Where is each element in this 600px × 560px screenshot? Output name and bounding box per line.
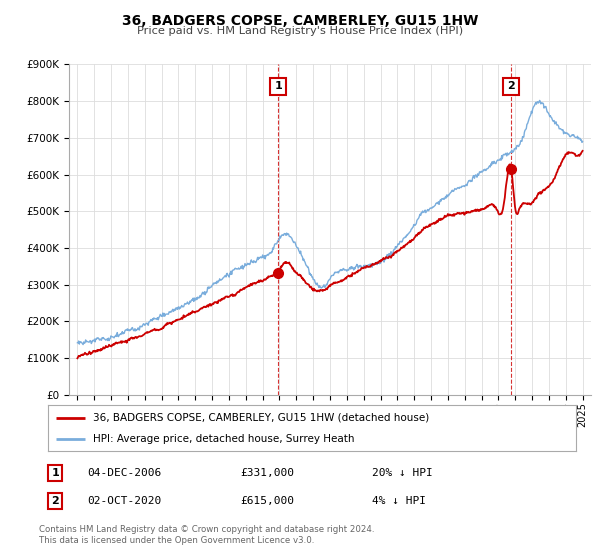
- Text: 4% ↓ HPI: 4% ↓ HPI: [372, 496, 426, 506]
- Text: 02-OCT-2020: 02-OCT-2020: [87, 496, 161, 506]
- Text: 2: 2: [507, 81, 515, 91]
- Text: £331,000: £331,000: [240, 468, 294, 478]
- Text: £615,000: £615,000: [240, 496, 294, 506]
- Text: HPI: Average price, detached house, Surrey Heath: HPI: Average price, detached house, Surr…: [93, 435, 355, 444]
- Text: 36, BADGERS COPSE, CAMBERLEY, GU15 1HW (detached house): 36, BADGERS COPSE, CAMBERLEY, GU15 1HW (…: [93, 413, 429, 423]
- Text: Contains HM Land Registry data © Crown copyright and database right 2024.
This d: Contains HM Land Registry data © Crown c…: [39, 525, 374, 545]
- Text: 2: 2: [52, 496, 59, 506]
- Text: 1: 1: [274, 81, 282, 91]
- Text: 20% ↓ HPI: 20% ↓ HPI: [372, 468, 433, 478]
- Text: Price paid vs. HM Land Registry's House Price Index (HPI): Price paid vs. HM Land Registry's House …: [137, 26, 463, 36]
- Text: 36, BADGERS COPSE, CAMBERLEY, GU15 1HW: 36, BADGERS COPSE, CAMBERLEY, GU15 1HW: [122, 14, 478, 28]
- Text: 1: 1: [52, 468, 59, 478]
- Text: 04-DEC-2006: 04-DEC-2006: [87, 468, 161, 478]
